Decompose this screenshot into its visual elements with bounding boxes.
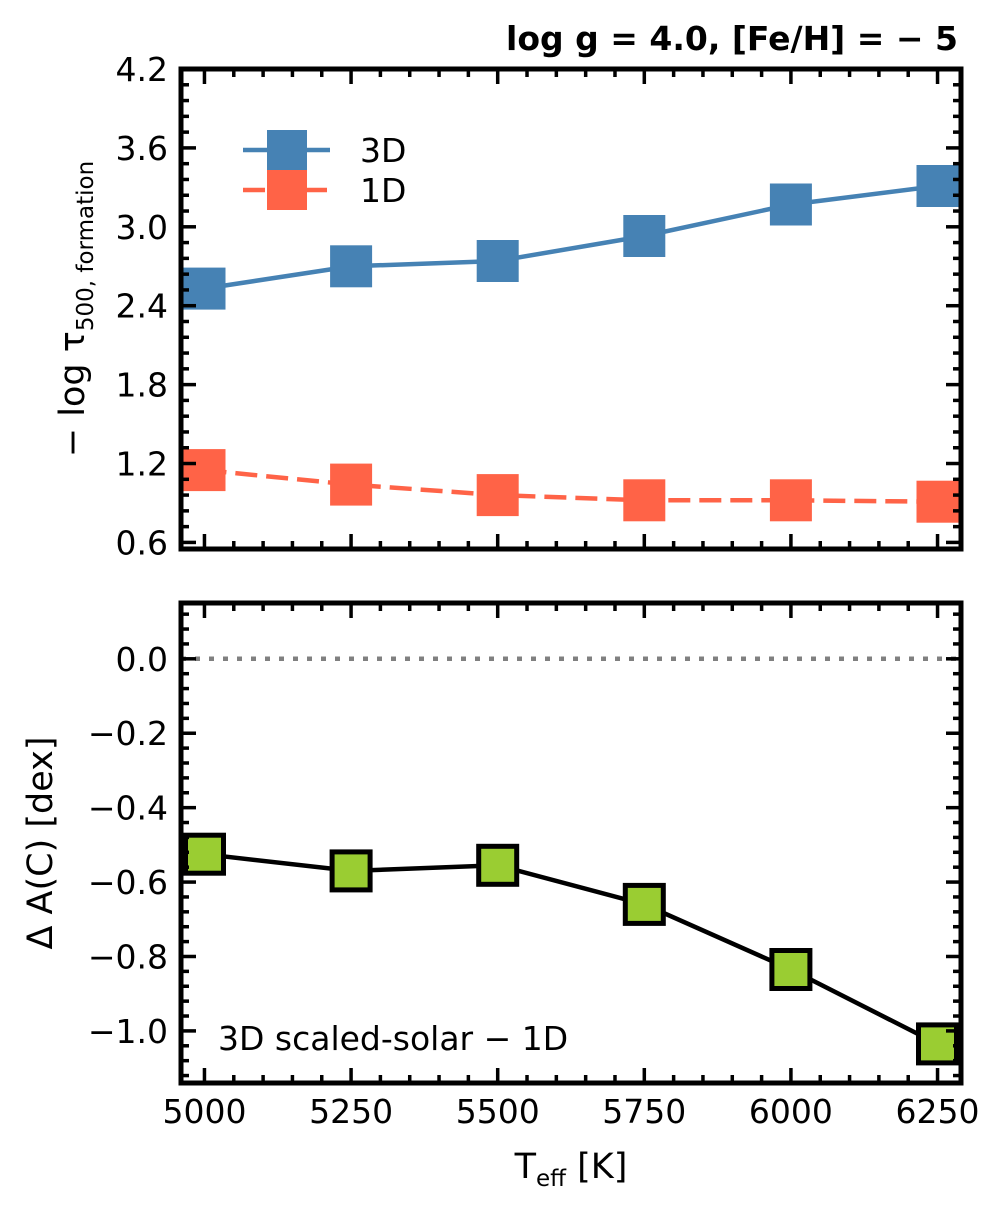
top-y-tick-label: 1.2 — [116, 445, 168, 484]
x-tick-label: 5000 — [163, 1092, 247, 1131]
bottom-y-tick-label: −0.2 — [88, 714, 168, 753]
annotation-label: 3D scaled-solar − 1D — [218, 1019, 568, 1058]
data-point-delta — [329, 849, 373, 893]
bottom-plot-frame — [178, 600, 964, 1086]
series-line-1d — [204, 467, 938, 504]
top-y-tick-label: 3.6 — [116, 129, 168, 168]
top-panel: log g = 4.0, [Fe/H] = − 5 0.6 1.2 1.8 2.4 3.… — [53, 19, 964, 562]
bottom-y-axis-label: Δ A(C) [dex] — [21, 736, 61, 949]
bottom-ticks-layer — [181, 603, 961, 1083]
top-y-tick-labels: 0.6 1.2 1.8 2.4 3.0 3.6 4.2 — [116, 50, 168, 562]
x-tick-label: 5250 — [309, 1092, 393, 1131]
data-point-1d — [769, 479, 812, 522]
legend-marker-1d — [267, 170, 307, 210]
x-tick-label: 6000 — [749, 1092, 833, 1131]
top-plot-frame — [178, 66, 964, 552]
top-y-axis-label-main: − log τ — [53, 331, 93, 457]
bottom-panel: 0.0 −0.2 −0.4 −0.6 −0.8 −1.0 5000 5250 5500 5750… — [21, 600, 980, 1192]
series-line-delta — [204, 851, 939, 1046]
legend: 3D 1D — [243, 130, 406, 210]
top-y-axis-label: − log τ500, formation — [53, 161, 99, 457]
top-y-tick-label: 0.6 — [116, 523, 168, 562]
legend-marker-3d — [267, 130, 307, 170]
data-point-1d — [330, 463, 373, 506]
data-point-3d — [769, 183, 812, 226]
x-tick-label: 6250 — [896, 1092, 980, 1131]
data-point-3d — [623, 215, 666, 257]
bottom-y-tick-label: −1.0 — [88, 1012, 168, 1051]
bottom-y-tick-label: −0.6 — [88, 863, 168, 902]
x-axis-label: Teff [K] — [514, 1147, 628, 1192]
data-point-3d — [183, 267, 226, 310]
bottom-y-tick-label: −0.8 — [88, 938, 168, 977]
legend-label-3d: 3D — [360, 131, 406, 170]
chart-title: log g = 4.0, [Fe/H] = − 5 — [506, 19, 958, 58]
data-point-1d — [183, 449, 226, 492]
data-point-delta — [622, 882, 666, 926]
top-y-tick-label: 2.4 — [116, 287, 168, 326]
data-point-3d — [916, 165, 959, 207]
legend-label-1d: 1D — [360, 171, 406, 210]
data-point-1d — [623, 479, 666, 522]
data-point-1d — [476, 474, 519, 517]
data-point-delta — [476, 843, 520, 887]
series-line-3d — [204, 183, 938, 291]
data-point-1d — [916, 480, 959, 523]
top-y-tick-label: 1.8 — [116, 366, 168, 405]
top-y-axis-label-sub: 500, formation — [73, 161, 99, 331]
x-tick-label: 5750 — [602, 1092, 686, 1131]
bottom-y-tick-label: 0.0 — [116, 640, 168, 679]
bottom-series-layer — [183, 832, 959, 1066]
data-point-3d — [476, 240, 519, 282]
data-point-3d — [330, 245, 373, 288]
data-point-delta — [183, 832, 226, 876]
x-axis-label-sub: eff — [536, 1166, 567, 1192]
x-axis-label-unit: [K] — [566, 1147, 627, 1187]
top-series-layer — [183, 165, 959, 523]
x-axis-label-main: T — [514, 1147, 537, 1187]
bottom-x-tick-labels: 5000 5250 5500 5750 6000 6250 — [163, 1092, 980, 1131]
top-y-tick-label: 3.0 — [116, 208, 168, 247]
data-point-delta — [769, 948, 813, 991]
top-y-tick-label: 4.2 — [116, 50, 168, 89]
bottom-y-tick-labels: 0.0 −0.2 −0.4 −0.6 −0.8 −1.0 — [88, 640, 168, 1051]
x-tick-label: 5500 — [456, 1092, 540, 1131]
bottom-y-tick-label: −0.4 — [88, 789, 168, 828]
